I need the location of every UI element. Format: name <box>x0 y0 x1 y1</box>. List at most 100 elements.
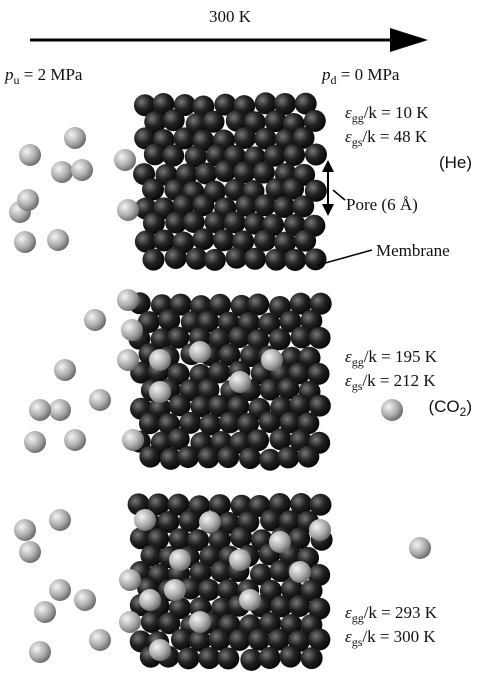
gas-molecule <box>47 229 69 251</box>
membrane-atom <box>239 447 261 469</box>
membrane-atom <box>254 194 276 216</box>
gas-molecule <box>189 341 211 363</box>
membrane-atom <box>177 647 199 669</box>
gas-molecule <box>149 381 171 403</box>
energy-parameter: εgg/k = 10 K <box>345 103 429 125</box>
gas-molecule <box>229 549 251 571</box>
gas-molecule <box>29 399 51 421</box>
energy-parameter: εgg/k = 195 K <box>345 347 438 369</box>
subscript: gg <box>352 111 364 125</box>
subscript: gg <box>352 355 364 369</box>
gas-molecule <box>64 429 86 451</box>
value: = 0 MPa <box>337 65 400 84</box>
membrane-atom <box>297 446 319 468</box>
membrane-atom <box>280 646 302 668</box>
membrane-atom <box>142 249 164 271</box>
membrane-atom <box>265 249 287 271</box>
figure: 300 K pu = 2 MPa pd = 0 MPa Pore (6 Å) M… <box>0 0 483 679</box>
membrane-atom <box>177 446 199 468</box>
gas-molecule <box>14 231 36 253</box>
membrane-atom <box>305 144 327 166</box>
arrow-head <box>390 28 428 52</box>
gas-molecule <box>169 549 191 571</box>
membrane-atom <box>217 446 239 468</box>
membrane-atom <box>209 629 231 651</box>
gas-molecule <box>84 309 106 331</box>
subscript: gs <box>352 635 363 649</box>
gas-molecule <box>24 431 46 453</box>
gas-molecule <box>381 399 403 421</box>
membrane-atom <box>305 248 327 270</box>
value: /k = 10 K <box>364 103 430 122</box>
gas-molecule <box>134 509 156 531</box>
gas-molecule <box>117 289 139 311</box>
membrane-atom <box>139 412 161 434</box>
gas-molecule <box>19 144 41 166</box>
gas-molecule <box>122 429 144 451</box>
gas-end: ) <box>466 397 472 416</box>
membrane-atom <box>277 446 299 468</box>
membrane-atom <box>244 248 266 270</box>
gas-molecule <box>71 159 93 181</box>
pore-label: Pore (6 Å) <box>346 195 418 214</box>
symbol: p <box>4 65 14 84</box>
gas-molecule <box>139 589 161 611</box>
gas-molecule <box>119 569 141 591</box>
value: /k = 48 K <box>362 127 428 146</box>
membrane-atom <box>289 595 311 617</box>
subscript: gg <box>352 611 364 625</box>
gas-molecule <box>121 319 143 341</box>
membrane-atom <box>217 647 239 669</box>
membrane-atom <box>284 249 306 271</box>
value: /k = 195 K <box>364 347 438 366</box>
gas-molecule <box>49 399 71 421</box>
gas-molecule <box>89 629 111 651</box>
gas-molecule <box>14 519 36 541</box>
gas-molecule <box>119 611 141 633</box>
gas-molecule <box>34 601 56 623</box>
membrane-atom <box>197 446 219 468</box>
gas-molecule <box>289 561 311 583</box>
gas-molecule <box>49 579 71 601</box>
membrane-atom <box>259 647 281 669</box>
gas-molecule <box>74 589 96 611</box>
gas-molecule <box>117 199 139 221</box>
membrane-atom <box>228 629 250 651</box>
gas-molecule <box>149 349 171 371</box>
energy-parameter: εgs/k = 48 K <box>345 127 428 149</box>
gas-molecule <box>49 509 71 531</box>
membrane-atom <box>309 327 331 349</box>
upstream-pressure: pu = 2 MPa <box>4 65 83 87</box>
value: /k = 293 K <box>364 603 438 622</box>
gas-molecule <box>409 537 431 559</box>
gas-name: (CO2) <box>428 397 472 419</box>
membrane-atom <box>301 647 323 669</box>
value: /k = 300 K <box>362 627 436 646</box>
subscript: gs <box>352 379 363 393</box>
gas-molecule <box>229 371 251 393</box>
gas-molecule <box>114 149 136 171</box>
gas-name: (He) <box>439 153 472 172</box>
membrane-atom <box>204 249 226 271</box>
membrane-atom <box>165 247 187 269</box>
gas-molecule <box>54 359 76 381</box>
gas-molecule <box>89 389 111 411</box>
gas-molecule <box>164 579 186 601</box>
membrane-atom <box>142 178 164 200</box>
membrane-atom <box>198 647 220 669</box>
symbol: p <box>321 65 331 84</box>
gas-molecule <box>29 641 51 663</box>
gas-molecule <box>199 511 221 533</box>
temperature: 300 K <box>209 7 252 26</box>
membrane-atom <box>294 230 316 252</box>
gas-molecule <box>64 127 86 149</box>
membrane-atom <box>308 628 330 650</box>
membrane-atom <box>192 228 214 250</box>
energy-parameter: εgg/k = 293 K <box>345 603 438 625</box>
gas-molecule <box>189 611 211 633</box>
membrane-atom <box>202 111 224 133</box>
gas-molecule <box>17 189 39 211</box>
membrane-atom <box>139 446 161 468</box>
energy-parameter: εgs/k = 300 K <box>345 627 436 649</box>
membrane-label: Membrane <box>376 241 450 260</box>
